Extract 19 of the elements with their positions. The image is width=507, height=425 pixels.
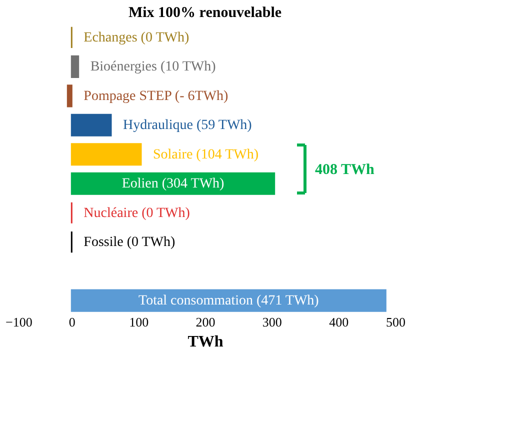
y-tick-label: Echanges (0 TWh): [84, 30, 190, 46]
x-tick-label: 300: [262, 314, 282, 330]
x-tick-label: 200: [196, 314, 216, 330]
x-tick-label: 500: [386, 314, 406, 330]
y-tick-label: Nucléaire (0 TWh): [84, 206, 190, 221]
y-tick-label: Fossile (0 TWh): [84, 235, 176, 250]
x-axis-title: TWh: [188, 334, 224, 350]
x-tick-label: 100: [129, 314, 149, 330]
annotation: 408 TWh: [315, 162, 375, 178]
y-tick-label: Hydraulique (59 TWh): [123, 118, 252, 134]
y-tick-label: Solaire (104 TWh): [153, 147, 259, 162]
x-tick-label: −100: [6, 314, 32, 330]
y-tick-label: Pompage STEP (- 6TWh): [84, 88, 229, 104]
x-tick-label: 400: [329, 314, 349, 330]
y-tick-label: Total consommation (471 TWh): [138, 294, 320, 309]
chart-title: Mix 100% renouvelable: [128, 5, 282, 21]
x-tick-label: 0: [68, 314, 76, 330]
y-tick-label: Eolien (304 TWh): [122, 176, 225, 192]
y-tick-label: Bioénergies (10 TWh): [90, 60, 216, 75]
